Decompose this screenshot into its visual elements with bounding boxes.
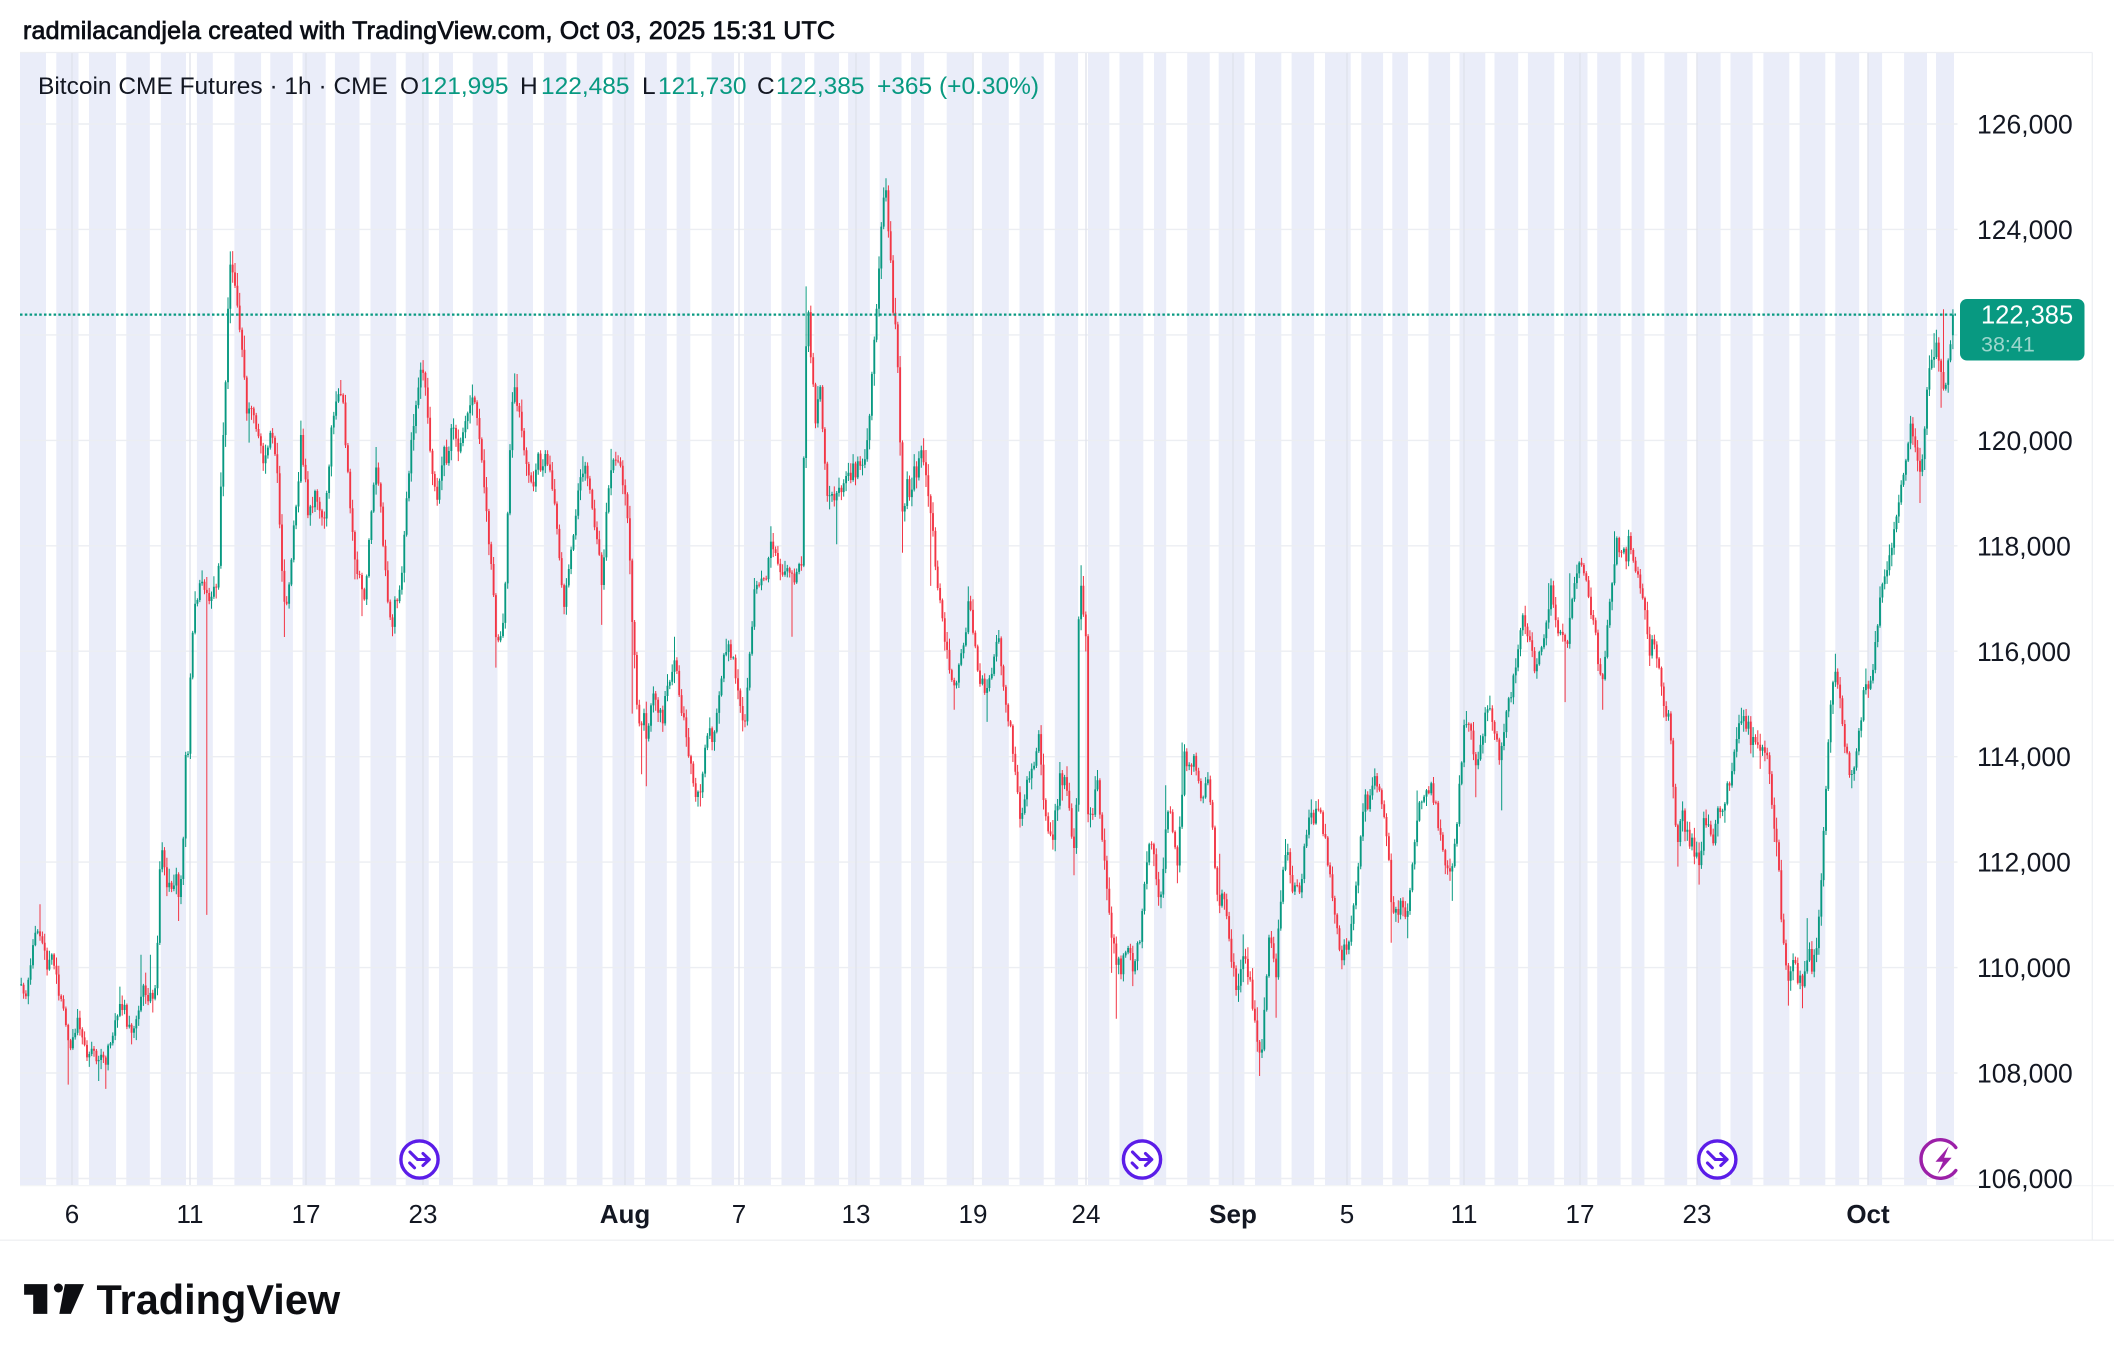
svg-text:17: 17 [292, 1199, 321, 1229]
svg-text:17: 17 [1566, 1199, 1595, 1229]
svg-text:Oct: Oct [1846, 1199, 1890, 1229]
svg-text:38:41: 38:41 [1981, 333, 2035, 357]
svg-text:116,000: 116,000 [1977, 637, 2071, 667]
svg-text:122,485: 122,485 [541, 73, 630, 100]
svg-text:122,385: 122,385 [776, 73, 865, 100]
svg-text:124,000: 124,000 [1977, 215, 2073, 245]
svg-text:radmilacandjela created with T: radmilacandjela created with TradingView… [23, 17, 835, 45]
svg-text:+365 (+0.30%): +365 (+0.30%) [877, 73, 1039, 100]
svg-text:110,000: 110,000 [1977, 953, 2071, 983]
svg-text:23: 23 [1683, 1199, 1712, 1229]
svg-text:Aug: Aug [600, 1199, 651, 1229]
svg-text:122,385: 122,385 [1981, 302, 2073, 330]
svg-text:108,000: 108,000 [1977, 1059, 2073, 1089]
svg-text:106,000: 106,000 [1977, 1164, 2073, 1194]
svg-text:11: 11 [177, 1199, 204, 1229]
svg-text:7: 7 [732, 1199, 746, 1229]
svg-text:120,000: 120,000 [1977, 426, 2073, 456]
svg-text:24: 24 [1072, 1199, 1101, 1229]
svg-text:112,000: 112,000 [1977, 848, 2071, 878]
svg-text:19: 19 [959, 1199, 988, 1229]
svg-text:Bitcoin CME Futures · 1h · CME: Bitcoin CME Futures · 1h · CME [38, 73, 388, 100]
svg-text:6: 6 [65, 1199, 79, 1229]
svg-text:Sep: Sep [1209, 1199, 1257, 1229]
svg-text:23: 23 [409, 1199, 438, 1229]
svg-text:TradingView: TradingView [97, 1276, 341, 1323]
svg-text:13: 13 [842, 1199, 871, 1229]
svg-text:L: L [642, 73, 656, 100]
svg-text:114,000: 114,000 [1977, 742, 2071, 772]
svg-text:126,000: 126,000 [1977, 110, 2073, 140]
svg-text:5: 5 [1340, 1199, 1354, 1229]
svg-text:121,730: 121,730 [658, 73, 747, 100]
svg-text:C: C [757, 73, 775, 100]
svg-text:H: H [520, 73, 538, 100]
svg-text:121,995: 121,995 [420, 73, 509, 100]
svg-text:O: O [400, 73, 419, 100]
svg-text:118,000: 118,000 [1977, 531, 2071, 561]
svg-text:11: 11 [1451, 1199, 1478, 1229]
